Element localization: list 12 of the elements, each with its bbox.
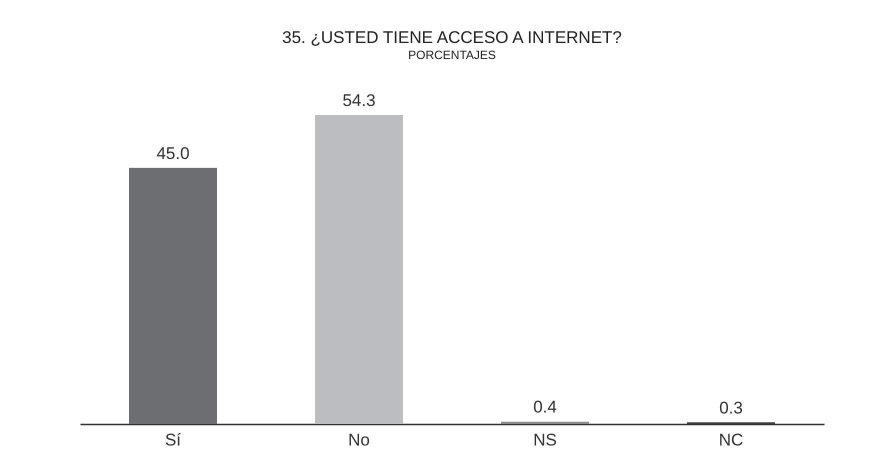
data-label: 0.4: [533, 398, 557, 417]
x-tick-label: No: [348, 430, 370, 450]
bar: [129, 168, 217, 424]
data-label: 0.3: [719, 398, 743, 418]
data-label: 54.3: [342, 90, 376, 110]
chart-subtitle: PORCENTAJES: [408, 48, 496, 62]
data-label: 45.0: [156, 144, 190, 163]
chart-title: 35. ¿USTED TIENE ACCESO A INTERNET?: [282, 28, 622, 47]
bar: [315, 114, 403, 424]
x-tick-label: Sí: [164, 430, 182, 450]
x-tick-label: NC: [718, 430, 744, 450]
x-tick-label: NS: [533, 430, 557, 450]
